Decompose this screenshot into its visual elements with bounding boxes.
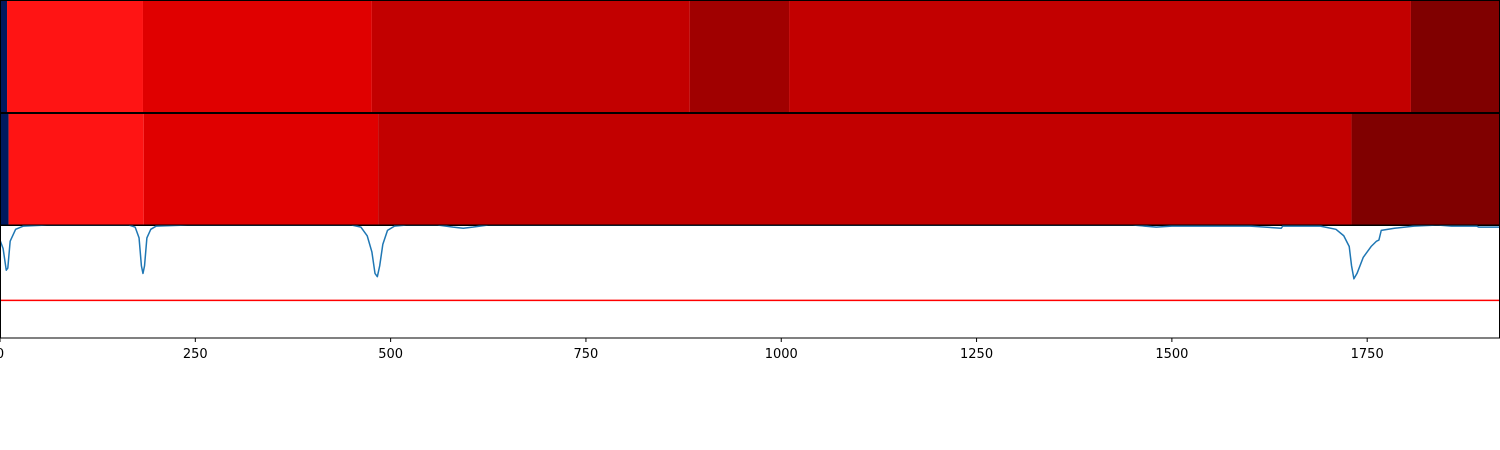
x-tick-label: 250 (183, 347, 208, 362)
x-tick-label: 0 (0, 347, 4, 362)
heatmap-row-2-segment (143, 114, 379, 225)
heatmap-row-1-segment (0, 1, 8, 112)
heatmap-row-2-segment (0, 114, 9, 225)
signal-series-line (0, 225, 1500, 280)
x-axis: 0 250 500 750 1000 1250 1500 1750 (0, 338, 1384, 362)
x-tick-label: 1750 (1351, 347, 1384, 362)
line-plot-frame (0, 224, 1500, 339)
heatmap-row-2-segment (1351, 114, 1500, 225)
x-tick-label: 1500 (1155, 347, 1188, 362)
heatmap-row-2-segment (8, 114, 144, 225)
x-tick-label: 500 (378, 347, 403, 362)
x-tick-label: 1250 (960, 347, 993, 362)
heatmap-row-1-segment (789, 1, 1411, 112)
line-plot-area (0, 224, 1500, 339)
heatmap-row-1-segment (7, 1, 143, 112)
heatmap-row-1-segment (142, 1, 372, 112)
heatmap-row-1 (0, 0, 1500, 113)
x-tick-label: 750 (574, 347, 599, 362)
heatmap-row-1-segment (371, 1, 690, 112)
heatmap-row-2 (0, 113, 1500, 226)
heatmap-row-1-segment (1410, 1, 1500, 112)
x-tick-label: 1000 (765, 347, 798, 362)
heatmap-row-1-segment (689, 1, 790, 112)
heatmap-row-2-segment (378, 114, 1352, 225)
